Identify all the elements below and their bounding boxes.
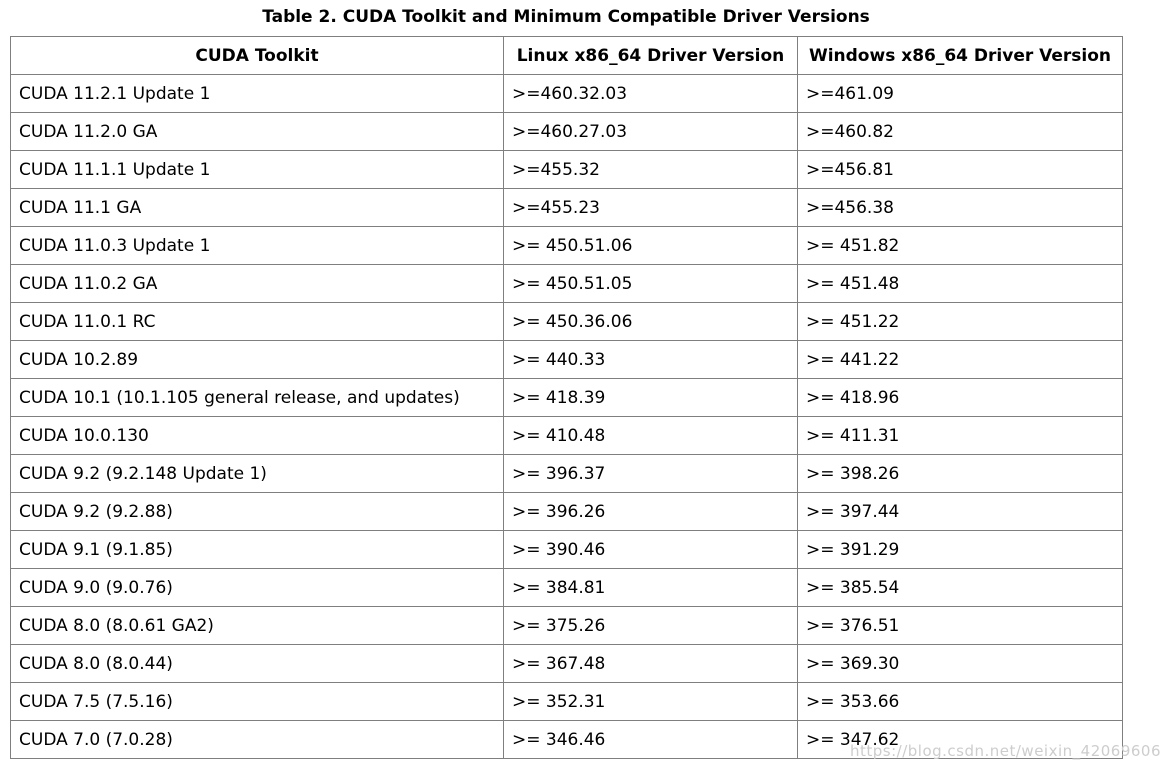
table-cell: >= 376.51 <box>797 606 1123 645</box>
table-cell: >= 398.26 <box>797 454 1123 493</box>
table-cell: CUDA 10.0.130 <box>10 416 504 455</box>
table-cell: >= 410.48 <box>503 416 798 455</box>
table-cell: CUDA 11.0.3 Update 1 <box>10 226 504 265</box>
table-row: CUDA 10.1 (10.1.105 general release, and… <box>10 378 1123 417</box>
table-cell: CUDA 9.2 (9.2.148 Update 1) <box>10 454 504 493</box>
table-row: CUDA 9.2 (9.2.148 Update 1) >= 396.37 >= 3… <box>10 454 1123 493</box>
table-cell: >= 375.26 <box>503 606 798 645</box>
table-cell: CUDA 11.2.1 Update 1 <box>10 74 504 113</box>
table-row: CUDA 11.1.1 Update 1 >=455.32 >=456.81 <box>10 150 1123 189</box>
table-cell: CUDA 7.5 (7.5.16) <box>10 682 504 721</box>
table-row: CUDA 11.2.0 GA >=460.27.03 >=460.82 <box>10 112 1123 151</box>
table-cell: >= 346.46 <box>503 720 798 759</box>
table-row: CUDA 10.2.89 >= 440.33 >= 441.22 <box>10 340 1123 379</box>
table-cell: CUDA 11.1.1 Update 1 <box>10 150 504 189</box>
table-cell: >= 441.22 <box>797 340 1123 379</box>
table-row: CUDA 9.1 (9.1.85) >= 390.46 >= 391.29 <box>10 530 1123 569</box>
driver-version-table: CUDA Toolkit Linux x86_64 Driver Version… <box>10 36 1123 759</box>
table-cell: >= 391.29 <box>797 530 1123 569</box>
table-row: CUDA 11.0.2 GA >= 450.51.05 >= 451.48 <box>10 264 1123 303</box>
table-cell: CUDA 9.0 (9.0.76) <box>10 568 504 607</box>
table-row: CUDA 9.2 (9.2.88) >= 396.26 >= 397.44 <box>10 492 1123 531</box>
table-cell: CUDA 10.2.89 <box>10 340 504 379</box>
table-cell: >= 353.66 <box>797 682 1123 721</box>
table-cell: >=455.23 <box>503 188 798 227</box>
table-cell: >=460.27.03 <box>503 112 798 151</box>
table-cell: >=456.81 <box>797 150 1123 189</box>
table-cell: >= 451.48 <box>797 264 1123 303</box>
table-cell: >= 451.82 <box>797 226 1123 265</box>
table-row: CUDA 8.0 (8.0.61 GA2) >= 375.26 >= 376.51 <box>10 606 1123 645</box>
table-row: CUDA 9.0 (9.0.76) >= 384.81 >= 385.54 <box>10 568 1123 607</box>
column-header-linux-driver: Linux x86_64 Driver Version <box>503 36 798 75</box>
table-row: CUDA 7.0 (7.0.28) >= 346.46 >= 347.62 <box>10 720 1123 759</box>
table-cell: >= 390.46 <box>503 530 798 569</box>
table-cell: CUDA 10.1 (10.1.105 general release, and… <box>10 378 504 417</box>
table-body: CUDA 11.2.1 Update 1 >=460.32.03 >=461.09 C… <box>10 74 1123 759</box>
table-cell: >= 418.96 <box>797 378 1123 417</box>
table-cell: CUDA 11.0.2 GA <box>10 264 504 303</box>
table-cell: >= 440.33 <box>503 340 798 379</box>
table-cell: >= 384.81 <box>503 568 798 607</box>
table-cell: >= 411.31 <box>797 416 1123 455</box>
table-cell: >= 450.51.06 <box>503 226 798 265</box>
column-header-cuda-toolkit: CUDA Toolkit <box>10 36 504 75</box>
table-cell: >=456.38 <box>797 188 1123 227</box>
table-cell: >= 352.31 <box>503 682 798 721</box>
table-cell: >= 451.22 <box>797 302 1123 341</box>
table-cell: CUDA 9.2 (9.2.88) <box>10 492 504 531</box>
table-cell: >= 385.54 <box>797 568 1123 607</box>
table-cell: CUDA 7.0 (7.0.28) <box>10 720 504 759</box>
column-header-windows-driver: Windows x86_64 Driver Version <box>797 36 1123 75</box>
table-header-row: CUDA Toolkit Linux x86_64 Driver Version… <box>10 36 1123 75</box>
table-row: CUDA 10.0.130 >= 410.48 >= 411.31 <box>10 416 1123 455</box>
table-cell: CUDA 11.0.1 RC <box>10 302 504 341</box>
table-cell: >= 396.37 <box>503 454 798 493</box>
table-cell: CUDA 11.2.0 GA <box>10 112 504 151</box>
page-title: Table 2. CUDA Toolkit and Minimum Compat… <box>262 7 870 27</box>
table-row: CUDA 11.2.1 Update 1 >=460.32.03 >=461.09 <box>10 74 1123 113</box>
table-cell: >= 369.30 <box>797 644 1123 683</box>
table-cell: >=460.82 <box>797 112 1123 151</box>
table-cell: >=460.32.03 <box>503 74 798 113</box>
table-row: CUDA 8.0 (8.0.44) >= 367.48 >= 369.30 <box>10 644 1123 683</box>
table-row: CUDA 11.1 GA >=455.23 >=456.38 <box>10 188 1123 227</box>
table-cell: >= 418.39 <box>503 378 798 417</box>
table-cell: >=461.09 <box>797 74 1123 113</box>
table-row: CUDA 11.0.3 Update 1 >= 450.51.06 >= 451.8… <box>10 226 1123 265</box>
table-cell: >= 397.44 <box>797 492 1123 531</box>
table-cell: CUDA 8.0 (8.0.44) <box>10 644 504 683</box>
table-row: CUDA 7.5 (7.5.16) >= 352.31 >= 353.66 <box>10 682 1123 721</box>
table-cell: >=455.32 <box>503 150 798 189</box>
table-cell: >= 450.51.05 <box>503 264 798 303</box>
table-cell: CUDA 9.1 (9.1.85) <box>10 530 504 569</box>
table-cell: >= 396.26 <box>503 492 798 531</box>
table-cell: CUDA 11.1 GA <box>10 188 504 227</box>
table-cell: >= 367.48 <box>503 644 798 683</box>
table-cell: CUDA 8.0 (8.0.61 GA2) <box>10 606 504 645</box>
table-cell: >= 347.62 <box>797 720 1123 759</box>
table-cell: >= 450.36.06 <box>503 302 798 341</box>
table-row: CUDA 11.0.1 RC >= 450.36.06 >= 451.22 <box>10 302 1123 341</box>
